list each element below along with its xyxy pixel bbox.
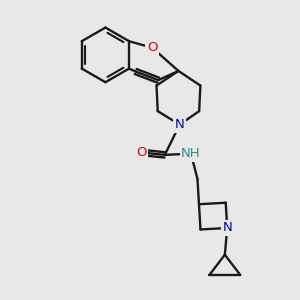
Text: N: N (175, 118, 184, 131)
Text: O: O (136, 146, 147, 159)
Text: NH: NH (181, 147, 201, 160)
Text: N: N (222, 221, 232, 235)
Text: O: O (147, 41, 158, 54)
